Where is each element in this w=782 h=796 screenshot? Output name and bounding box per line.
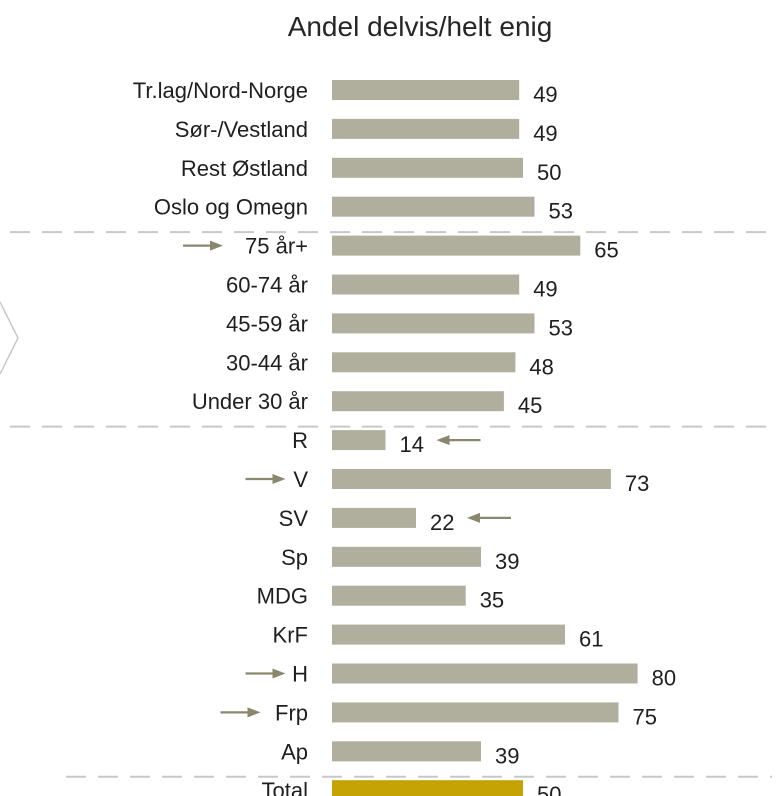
bar-under-30-år — [332, 391, 504, 412]
left-edge-chevron — [0, 301, 19, 375]
bar-frp — [332, 702, 619, 723]
bar-r — [332, 430, 386, 451]
category-label-sp: Sp — [281, 545, 308, 570]
arrow-left-r — [436, 435, 450, 446]
value-label-frp: 75 — [633, 704, 657, 729]
category-label-sør-vestland: Sør-/Vestland — [175, 117, 308, 142]
bar-mdg — [332, 585, 466, 606]
arrow-right-frp — [247, 707, 261, 718]
value-label-30-44-år: 48 — [529, 354, 553, 379]
value-label-75-år: 65 — [594, 238, 618, 263]
category-label-75-år: 75 år+ — [245, 234, 308, 259]
category-label-frp: Frp — [275, 700, 308, 725]
bar-sp — [332, 546, 481, 567]
category-label-ap: Ap — [281, 739, 308, 764]
bar-60-74-år — [332, 274, 520, 295]
category-label-r: R — [292, 428, 308, 453]
bar-tr-lag-nord-norge — [332, 80, 520, 100]
value-label-sp: 39 — [495, 549, 519, 574]
category-label-45-59-år: 45-59 år — [226, 311, 308, 336]
value-label-v: 73 — [625, 471, 649, 496]
category-label-60-74-år: 60-74 år — [226, 273, 308, 298]
bar-75-år — [332, 235, 581, 256]
category-label-sv: SV — [279, 506, 309, 531]
bar-45-59-år — [332, 313, 535, 334]
value-label-45-59-år: 53 — [549, 315, 573, 340]
category-label-rest-østland: Rest Østland — [181, 156, 308, 181]
bar-sv — [332, 507, 416, 528]
value-label-sv: 22 — [430, 510, 454, 535]
value-label-krf: 61 — [579, 627, 603, 652]
bar-oslo-og-omegn — [332, 196, 535, 217]
value-label-h: 80 — [652, 666, 676, 691]
value-label-rest-østland: 50 — [537, 160, 561, 185]
arrow-markers — [183, 240, 511, 718]
bar-ap — [332, 741, 481, 762]
value-label-ap: 39 — [495, 743, 519, 768]
category-label-under-30-år: Under 30 år — [192, 389, 308, 414]
value-label-tr-lag-nord-norge: 49 — [533, 82, 557, 107]
value-label-mdg: 35 — [480, 588, 504, 613]
arrow-right-v — [272, 474, 286, 484]
value-labels: 49 49 50 53 65 49 53 48 45 14 73 22 39 35 61 80 75 39 50 — [400, 82, 677, 796]
category-label-h: H — [292, 662, 308, 687]
value-label-60-74-år: 49 — [533, 277, 557, 302]
chart-title: Andel delvis/helt enig — [288, 11, 553, 42]
bar-total — [332, 780, 523, 796]
bar-h — [332, 663, 638, 684]
category-labels: Tr.lag/Nord-Norge Sør-/Vestland Rest Østla… — [133, 78, 309, 796]
bar-rest-østland — [332, 157, 523, 178]
category-label-mdg: MDG — [257, 584, 308, 609]
category-label-v: V — [293, 467, 308, 492]
value-label-r: 14 — [400, 432, 424, 457]
value-label-total: 50 — [537, 782, 561, 796]
value-label-under-30-år: 45 — [518, 393, 542, 418]
arrow-left-sv — [467, 512, 480, 523]
category-label-krf: KrF — [273, 623, 308, 648]
arrow-right-h — [272, 668, 286, 679]
category-label-oslo-og-omegn: Oslo og Omegn — [154, 195, 308, 220]
group-separators — [10, 231, 772, 778]
category-label-total: Total — [262, 778, 308, 796]
arrow-right-75-år — [210, 240, 223, 251]
bars — [332, 80, 638, 796]
category-label-30-44-år: 30-44 år — [226, 350, 308, 375]
value-label-oslo-og-omegn: 53 — [549, 199, 573, 224]
bar-v — [332, 469, 611, 489]
category-label-tr-lag-nord-norge: Tr.lag/Nord-Norge — [133, 78, 308, 103]
bar-krf — [332, 624, 565, 645]
value-label-sør-vestland: 49 — [533, 121, 557, 146]
bar-30-44-år — [332, 352, 516, 373]
bar-sør-vestland — [332, 118, 520, 139]
